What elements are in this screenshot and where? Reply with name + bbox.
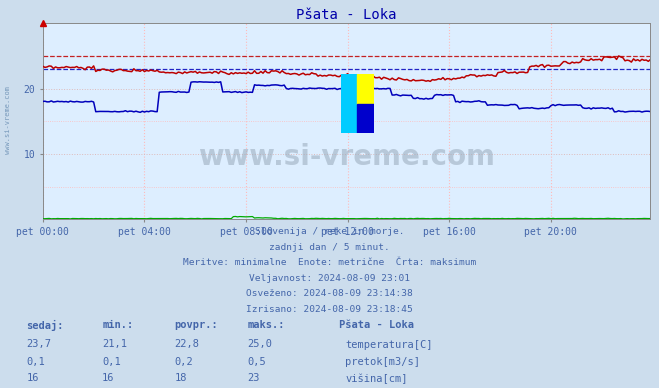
Text: Meritve: minimalne  Enote: metrične  Črta: maksimum: Meritve: minimalne Enote: metrične Črta:…: [183, 258, 476, 267]
Text: min.:: min.:: [102, 320, 133, 330]
Text: sedaj:: sedaj:: [26, 320, 64, 331]
Text: maks.:: maks.:: [247, 320, 285, 330]
Text: 0,2: 0,2: [175, 357, 193, 367]
Text: 23: 23: [247, 373, 260, 383]
Text: 0,5: 0,5: [247, 357, 266, 367]
Bar: [341, 74, 357, 133]
Title: Pšata - Loka: Pšata - Loka: [297, 8, 397, 22]
Text: www.si-vreme.com: www.si-vreme.com: [5, 86, 11, 154]
Text: Veljavnost: 2024-08-09 23:01: Veljavnost: 2024-08-09 23:01: [249, 274, 410, 282]
Text: www.si-vreme.com: www.si-vreme.com: [198, 142, 495, 170]
Text: temperatura[C]: temperatura[C]: [345, 340, 433, 350]
Text: 16: 16: [102, 373, 115, 383]
Text: Osveženo: 2024-08-09 23:14:38: Osveženo: 2024-08-09 23:14:38: [246, 289, 413, 298]
Text: Izrisano: 2024-08-09 23:18:45: Izrisano: 2024-08-09 23:18:45: [246, 305, 413, 314]
Text: pretok[m3/s]: pretok[m3/s]: [345, 357, 420, 367]
Text: 16: 16: [26, 373, 39, 383]
Text: 23,7: 23,7: [26, 340, 51, 350]
Text: višina[cm]: višina[cm]: [345, 373, 408, 384]
Bar: [357, 74, 374, 104]
Text: 21,1: 21,1: [102, 340, 127, 350]
Text: 22,8: 22,8: [175, 340, 200, 350]
Text: zadnji dan / 5 minut.: zadnji dan / 5 minut.: [269, 242, 390, 251]
Text: povpr.:: povpr.:: [175, 320, 218, 330]
Text: 25,0: 25,0: [247, 340, 272, 350]
Text: Pšata - Loka: Pšata - Loka: [339, 320, 415, 330]
Text: 0,1: 0,1: [102, 357, 121, 367]
Text: 0,1: 0,1: [26, 357, 45, 367]
Bar: [357, 104, 374, 133]
Text: Slovenija / reke in morje.: Slovenija / reke in morje.: [255, 227, 404, 236]
Text: 18: 18: [175, 373, 187, 383]
